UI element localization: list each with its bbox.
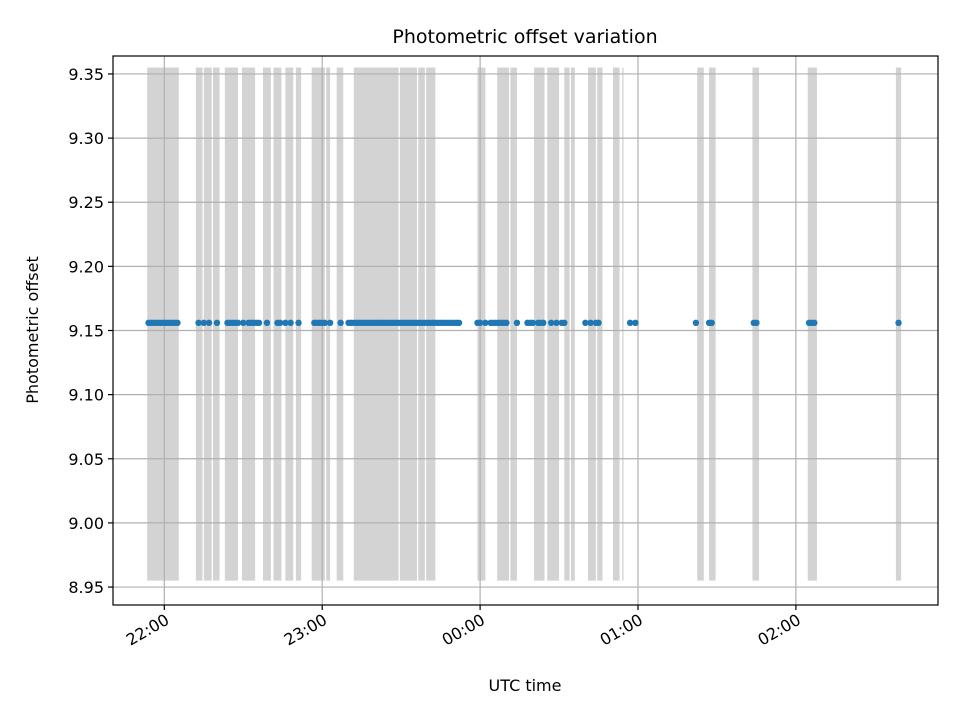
data-point-112 [708, 319, 715, 327]
data-point-84 [476, 319, 484, 327]
data-point-29 [276, 319, 284, 327]
y-axis-label: Photometric offset [23, 256, 42, 404]
y-tick-label-2: 9.05 [68, 450, 104, 469]
data-point-27 [263, 319, 271, 327]
data-point-32 [295, 319, 302, 327]
data-point-31 [287, 319, 294, 327]
data-point-109 [632, 319, 639, 327]
data-point-101 [553, 319, 560, 327]
data-point-82 [455, 319, 463, 327]
y-tick-label-0: 8.95 [68, 578, 104, 597]
y-tick-label-1: 9.00 [68, 514, 104, 533]
data-point-108 [626, 319, 634, 327]
data-point-11 [174, 319, 181, 327]
data-point-39 [337, 319, 344, 327]
data-point-118 [895, 319, 902, 327]
y-axis: 8.95 9.00 9.05 9.10 9.15 9.20 9.25 9.30 9.35 [68, 65, 113, 597]
data-point-93 [513, 319, 521, 327]
data-point-96 [529, 319, 536, 327]
data-point-99 [540, 319, 547, 327]
exposure-band-28 [697, 67, 704, 581]
y-tick-label-3: 9.10 [68, 386, 104, 405]
y-tick-label-5: 9.20 [68, 257, 104, 276]
data-point-114 [753, 319, 760, 327]
x-axis-label: UTC time [489, 676, 562, 695]
data-point-117 [811, 319, 818, 327]
y-tick-label-4: 9.15 [68, 322, 104, 341]
data-point-14 [205, 319, 213, 327]
data-point-100 [547, 319, 555, 327]
exposure-band-23 [570, 67, 575, 581]
data-point-30 [282, 319, 289, 327]
exposure-band-19 [510, 67, 517, 581]
exposure-band-27 [622, 67, 624, 581]
data-point-15 [213, 319, 221, 327]
data-points [145, 319, 902, 327]
data-point-92 [503, 319, 510, 327]
y-tick-label-6: 9.25 [68, 193, 104, 212]
data-point-20 [234, 319, 242, 327]
data-point-107 [595, 319, 602, 327]
y-tick-label-8: 9.35 [68, 65, 104, 84]
chart-title: Photometric offset variation [392, 26, 657, 48]
data-point-21 [240, 319, 247, 327]
data-point-13 [200, 319, 207, 327]
data-point-104 [582, 319, 589, 327]
data-point-38 [326, 319, 334, 327]
exposure-band-26 [613, 67, 620, 581]
data-point-110 [692, 319, 700, 327]
data-point-12 [195, 319, 202, 327]
grid [113, 56, 938, 605]
data-point-85 [482, 319, 489, 327]
data-point-103 [561, 319, 568, 327]
y-tick-label-7: 9.30 [68, 129, 104, 148]
data-point-26 [255, 319, 263, 327]
data-point-37 [321, 319, 329, 327]
data-point-105 [587, 319, 594, 327]
